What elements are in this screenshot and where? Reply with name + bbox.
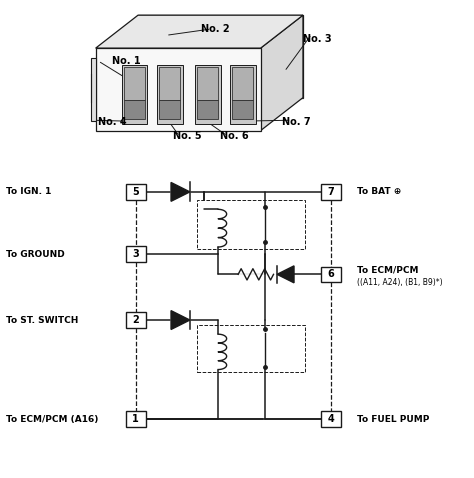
Bar bbox=[157, 65, 183, 123]
Text: 2: 2 bbox=[132, 315, 139, 325]
Bar bbox=[124, 67, 145, 100]
Text: No. 5: No. 5 bbox=[173, 131, 202, 141]
Bar bbox=[159, 100, 181, 119]
Bar bbox=[126, 312, 146, 328]
Text: To IGN. 1: To IGN. 1 bbox=[6, 187, 52, 196]
Text: To ECM/PCM: To ECM/PCM bbox=[357, 265, 419, 274]
Polygon shape bbox=[96, 48, 261, 130]
Bar bbox=[124, 100, 145, 119]
Text: No. 2: No. 2 bbox=[201, 24, 230, 34]
Polygon shape bbox=[261, 15, 303, 130]
Bar bbox=[121, 65, 147, 123]
Text: 3: 3 bbox=[132, 249, 139, 259]
Text: To ST. SWITCH: To ST. SWITCH bbox=[6, 315, 79, 325]
Text: 6: 6 bbox=[328, 269, 335, 279]
Polygon shape bbox=[171, 183, 190, 201]
Bar bbox=[195, 65, 220, 123]
Text: 4: 4 bbox=[328, 414, 335, 424]
Text: No. 3: No. 3 bbox=[303, 34, 331, 43]
Text: To BAT ⊕: To BAT ⊕ bbox=[357, 187, 401, 196]
Bar bbox=[232, 67, 254, 100]
Text: 1: 1 bbox=[132, 414, 139, 424]
Bar bbox=[197, 325, 305, 372]
Bar bbox=[197, 67, 218, 100]
Text: To FUEL PUMP: To FUEL PUMP bbox=[357, 414, 429, 424]
Bar bbox=[232, 100, 254, 119]
Text: No. 6: No. 6 bbox=[220, 131, 249, 141]
Text: 7: 7 bbox=[328, 187, 335, 197]
Polygon shape bbox=[277, 266, 294, 283]
Bar bbox=[197, 200, 305, 250]
Text: No. 4: No. 4 bbox=[98, 117, 127, 127]
Polygon shape bbox=[91, 57, 96, 121]
Bar bbox=[321, 411, 341, 427]
Text: ((A11, A24), (B1, B9)*): ((A11, A24), (B1, B9)*) bbox=[357, 278, 443, 287]
Text: No. 1: No. 1 bbox=[112, 56, 141, 66]
Bar bbox=[197, 100, 218, 119]
Bar bbox=[126, 411, 146, 427]
Bar bbox=[321, 184, 341, 200]
Text: To GROUND: To GROUND bbox=[6, 250, 65, 259]
Text: To ECM/PCM (A16): To ECM/PCM (A16) bbox=[6, 414, 99, 424]
Bar bbox=[126, 184, 146, 200]
Polygon shape bbox=[96, 15, 303, 48]
Polygon shape bbox=[138, 15, 303, 98]
Bar bbox=[126, 246, 146, 262]
Polygon shape bbox=[171, 311, 190, 329]
Bar bbox=[159, 67, 181, 100]
Text: 5: 5 bbox=[132, 187, 139, 197]
Bar bbox=[230, 65, 256, 123]
Bar bbox=[321, 267, 341, 282]
Text: No. 7: No. 7 bbox=[282, 117, 310, 127]
